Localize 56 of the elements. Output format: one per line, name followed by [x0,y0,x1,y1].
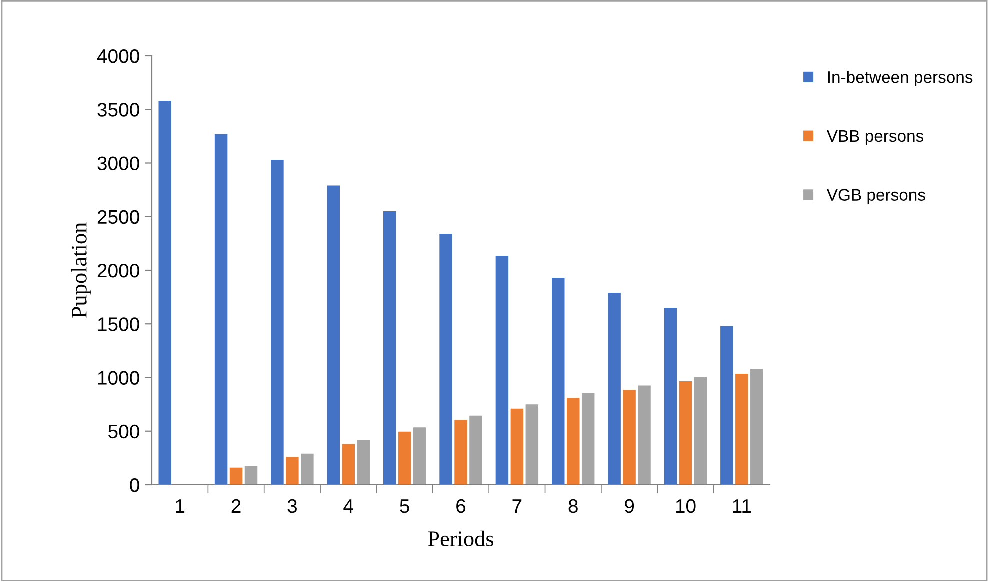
y-tick-label: 2500 [98,210,140,224]
y-tick-label: 1000 [98,371,140,385]
bar [679,382,692,485]
bar [470,416,482,485]
bar [720,326,734,485]
bar [214,134,228,485]
bar [623,390,636,485]
bar [510,408,524,485]
bar [244,466,258,485]
bar [383,212,396,485]
bar [230,468,243,485]
y-tick-label: 2000 [98,264,140,278]
bar [327,186,340,485]
bar [664,308,678,485]
bar [638,386,651,485]
x-tick-label: 6 [456,499,466,514]
bar [271,160,284,485]
x-tick-label: 4 [344,500,354,513]
x-tick-label: 9 [625,499,634,514]
x-tick-label: 1 [176,500,185,513]
bar [398,432,412,485]
bar [496,256,509,485]
y-tick-label: 3000 [98,156,140,170]
bar [440,234,452,485]
bar [158,101,172,485]
bar [526,404,539,485]
y-tick-label: 4000 [97,49,140,64]
x-tick-label: 11 [733,500,752,513]
bar [552,278,565,485]
legend-label: VBB persons [826,130,924,146]
bar [301,454,314,485]
bar [286,457,299,485]
bar [454,420,468,485]
bar [413,428,426,485]
x-tick-label: 7 [512,500,522,513]
bar [736,374,748,485]
bar [750,369,764,485]
y-tick-label: 500 [108,424,140,439]
bar [566,398,580,485]
y-axis-title: Pupolation [71,222,92,318]
x-tick-label: 3 [288,499,298,514]
legend-label: VGB persons [826,189,926,204]
x-axis-title: Periods [428,530,494,547]
y-tick-label: 3500 [98,103,140,117]
bar [582,393,595,485]
x-tick-label: 10 [676,499,696,514]
y-tick-label: 0 [130,478,140,492]
y-tick-label: 1500 [98,318,140,332]
legend-label: In-between persons [828,71,973,87]
x-tick-label: 2 [232,499,241,513]
bar [342,444,356,485]
bar [694,377,708,485]
x-tick-label: 5 [400,500,410,514]
x-tick-label: 8 [568,499,578,514]
bar [357,440,370,485]
bar [608,293,621,485]
